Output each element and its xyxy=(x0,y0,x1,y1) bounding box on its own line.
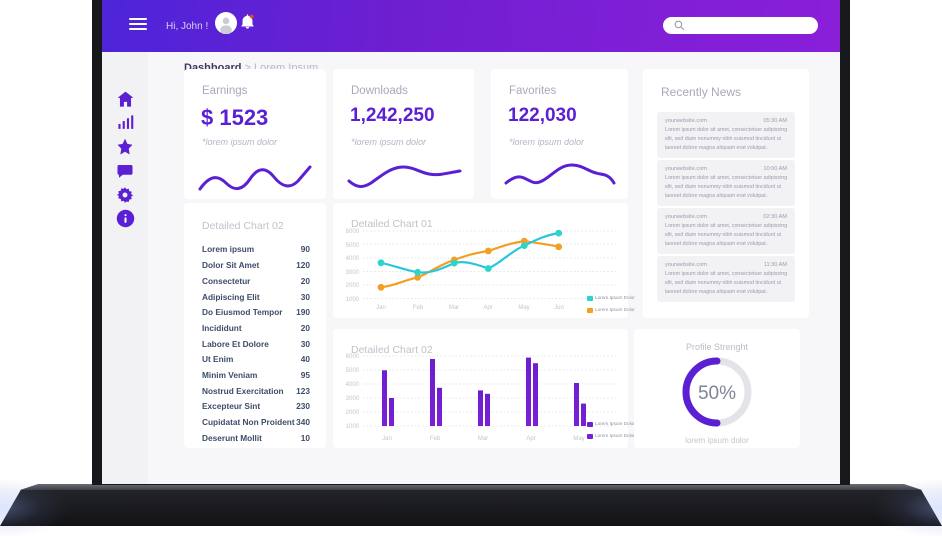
svg-text:Jun: Jun xyxy=(554,305,564,311)
svg-text:2000: 2000 xyxy=(346,410,360,416)
svg-text:1000: 1000 xyxy=(346,297,360,303)
svg-text:May: May xyxy=(573,436,584,442)
svg-text:4000: 4000 xyxy=(346,382,360,388)
svg-text:Mar: Mar xyxy=(478,436,488,442)
svg-text:3000: 3000 xyxy=(346,270,360,276)
svg-text:Jan: Jan xyxy=(376,305,386,311)
svg-text:Apr: Apr xyxy=(526,436,535,442)
svg-text:5000: 5000 xyxy=(346,243,360,249)
svg-text:6000: 6000 xyxy=(346,229,360,235)
svg-text:2000: 2000 xyxy=(346,283,360,289)
svg-text:May: May xyxy=(518,305,529,311)
svg-text:Jan: Jan xyxy=(382,436,392,442)
svg-text:Apr: Apr xyxy=(483,305,492,311)
svg-text:5000: 5000 xyxy=(346,368,360,374)
svg-text:Feb: Feb xyxy=(430,436,441,442)
svg-text:Mar: Mar xyxy=(449,305,459,311)
svg-text:Feb: Feb xyxy=(413,305,424,311)
svg-text:50%: 50% xyxy=(698,383,736,404)
svg-text:4000: 4000 xyxy=(346,256,360,262)
svg-text:3000: 3000 xyxy=(346,396,360,402)
svg-text:1000: 1000 xyxy=(346,424,360,430)
svg-text:6000: 6000 xyxy=(346,354,360,360)
